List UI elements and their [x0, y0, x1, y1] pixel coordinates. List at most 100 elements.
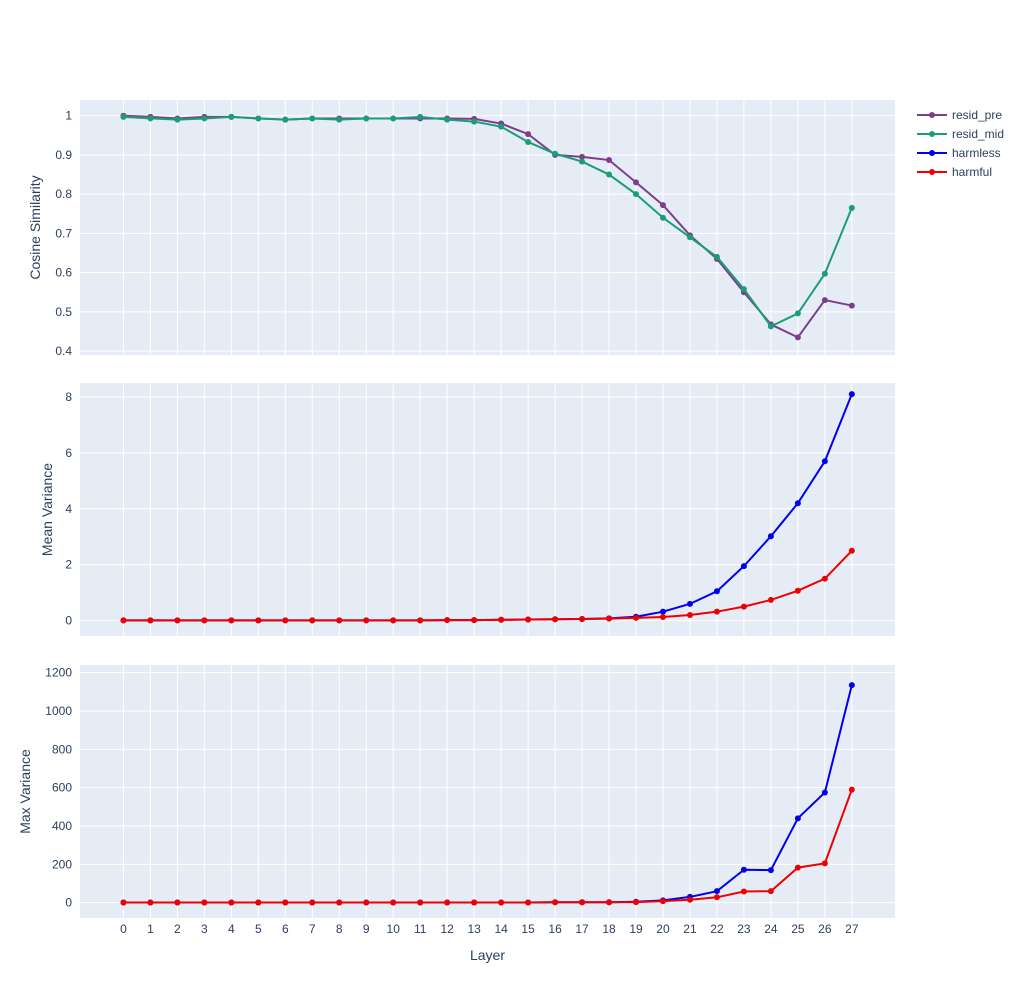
data-point: [552, 616, 559, 623]
legend-marker: [929, 131, 935, 137]
x-tick-label: 14: [494, 922, 508, 936]
data-point: [740, 888, 747, 895]
data-point: [552, 150, 559, 157]
data-point: [498, 616, 505, 623]
x-tick-label: 25: [791, 922, 805, 936]
data-point: [525, 138, 532, 145]
data-point: [606, 157, 613, 164]
y-tick-label: 0.9: [55, 148, 72, 162]
data-point: [417, 617, 424, 624]
y-axis-title: Cosine Similarity: [27, 175, 43, 279]
data-point: [686, 600, 693, 607]
data-point: [606, 899, 613, 906]
data-point: [767, 323, 774, 330]
subplot-2: 0 2 4 6 8 Mean Variance: [39, 383, 895, 636]
data-point: [390, 617, 397, 624]
series-harmful: [120, 547, 855, 624]
y-tick-label: 2: [65, 558, 72, 572]
data-point: [579, 153, 586, 160]
y-tick-label: 0.4: [55, 344, 72, 358]
data-point: [417, 113, 424, 120]
y-tick-label: 4: [65, 502, 72, 516]
x-tick-label: 15: [521, 922, 535, 936]
legend-marker: [929, 112, 935, 118]
data-point: [309, 115, 316, 122]
legend-label: resid_mid: [952, 127, 1004, 141]
x-axis-title: Layer: [470, 947, 505, 963]
data-point: [363, 617, 370, 624]
data-point: [579, 615, 586, 622]
data-point: [821, 789, 828, 796]
y-tick-label: 200: [52, 857, 72, 871]
data-point: [498, 899, 505, 906]
data-point: [336, 116, 343, 123]
x-tick-label: 21: [683, 922, 697, 936]
data-point: [740, 603, 747, 610]
data-point: [255, 115, 262, 122]
y-tick-label: 0: [65, 896, 72, 910]
legend-item-resid_pre[interactable]: resid_pre: [917, 108, 1002, 122]
data-point: [794, 500, 801, 507]
y-tick-label: 0.8: [55, 187, 72, 201]
data-point: [444, 116, 451, 123]
plot-background: [80, 100, 895, 355]
data-point: [794, 334, 801, 341]
legend-item-resid_mid[interactable]: resid_mid: [917, 127, 1004, 141]
data-point: [633, 179, 640, 186]
x-tick-label: 12: [440, 922, 454, 936]
legend-marker: [929, 150, 935, 156]
data-point: [794, 815, 801, 822]
data-point: [794, 310, 801, 317]
x-tick-label: 26: [818, 922, 832, 936]
x-tick-label: 9: [363, 922, 370, 936]
data-point: [174, 899, 181, 906]
y-tick-label: 600: [52, 781, 72, 795]
data-point: [471, 899, 478, 906]
data-point: [228, 113, 235, 120]
data-point: [740, 563, 747, 570]
data-point: [633, 899, 640, 906]
y-tick-label: 6: [65, 446, 72, 460]
data-point: [390, 115, 397, 122]
plot-background: [80, 665, 895, 918]
data-point: [794, 864, 801, 871]
y-tick-label: 0.5: [55, 305, 72, 319]
data-point: [579, 158, 586, 165]
data-point: [633, 191, 640, 198]
x-tick-label: 23: [737, 922, 751, 936]
legend-marker: [929, 169, 935, 175]
x-tick-label: 13: [467, 922, 481, 936]
data-point: [821, 860, 828, 867]
legend-item-harmless[interactable]: harmless: [917, 146, 1001, 160]
data-point: [579, 899, 586, 906]
x-tick-label: 2: [174, 922, 181, 936]
series-line: [123, 550, 853, 622]
data-point: [444, 617, 451, 624]
data-point: [713, 894, 720, 901]
data-point: [282, 617, 289, 624]
data-point: [821, 575, 828, 582]
data-point: [417, 899, 424, 906]
legend-item-harmful[interactable]: harmful: [917, 165, 992, 179]
data-point: [848, 204, 855, 211]
data-point: [390, 899, 397, 906]
data-point: [282, 899, 289, 906]
data-point: [821, 270, 828, 277]
data-point: [147, 617, 154, 624]
y-tick-label: 1200: [45, 666, 72, 680]
data-point: [120, 113, 127, 120]
data-point: [120, 899, 127, 906]
data-point: [147, 115, 154, 122]
plot-background: [80, 383, 895, 636]
data-point: [740, 286, 747, 293]
data-point: [686, 896, 693, 903]
data-point: [794, 587, 801, 594]
data-point: [767, 867, 774, 874]
data-point: [444, 899, 451, 906]
data-point: [713, 588, 720, 595]
data-point: [659, 608, 666, 615]
x-tick-label: 10: [387, 922, 401, 936]
y-tick-label: 0.6: [55, 266, 72, 280]
data-point: [767, 596, 774, 603]
x-tick-label: 22: [710, 922, 724, 936]
